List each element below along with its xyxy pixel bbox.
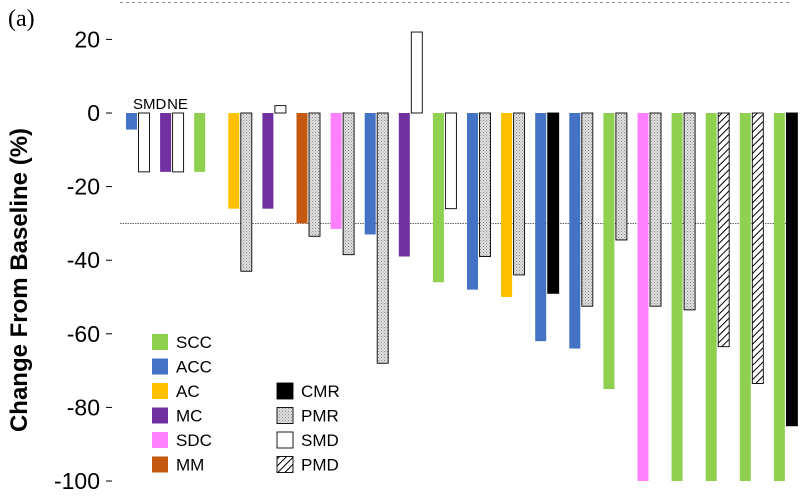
legend-label: SMD: [301, 431, 339, 450]
y-tick-label: -80: [67, 394, 100, 420]
bar-smd: [410, 31, 423, 114]
bar-scc: [773, 113, 785, 481]
bar-smd: [444, 112, 457, 210]
bar-smd: [138, 112, 150, 173]
legend-label: MM: [176, 456, 204, 475]
legend-label: PMR: [301, 407, 339, 426]
bar-sdc: [637, 113, 649, 481]
legend-swatch-mc: [152, 407, 168, 424]
legend-label: SCC: [176, 333, 212, 352]
bar-mc: [262, 113, 274, 209]
y-tick-label: -100: [54, 468, 100, 494]
bar-acc: [126, 113, 137, 130]
bar-annotation: NE: [167, 96, 188, 113]
bar-sdc: [330, 113, 342, 229]
y-axis: 20 0 -20 -40 -60 -80 -100: [54, 26, 112, 494]
bar-smd: [274, 105, 287, 114]
bar-pmr: [308, 112, 321, 237]
y-axis-label: Change From Baseline (%): [6, 128, 33, 432]
legend-swatch-cmr: [276, 382, 294, 400]
bar-pmd: [717, 112, 730, 348]
bar-scc: [603, 113, 615, 389]
bar-pmr: [683, 112, 696, 311]
bar-scc: [671, 113, 683, 481]
legend-label: PMD: [301, 456, 339, 475]
panel-label: (a): [8, 6, 35, 32]
bar-pmr: [513, 112, 526, 276]
legend-swatch-scc: [152, 334, 168, 350]
bar-acc: [467, 113, 478, 290]
bar-annotation: SMD: [133, 96, 167, 113]
legend-swatch-mm: [152, 456, 168, 473]
bar-cmr: [785, 112, 798, 427]
y-tick-label: -40: [67, 247, 100, 273]
bar-pmr: [581, 112, 594, 307]
y-tick-label: -20: [67, 174, 100, 200]
bar-annotations: SMD NE: [133, 96, 188, 113]
bar-pmr: [615, 112, 628, 241]
legend-label: CMR: [301, 382, 340, 401]
bar-cmr: [547, 112, 560, 294]
legend-swatch-ac: [152, 383, 168, 399]
legend: SCC ACC AC MC SDC MM CMR PMR SMD PMD: [152, 333, 340, 475]
bar-pmr: [376, 112, 389, 364]
legend-swatch-pmd: [276, 456, 294, 473]
legend-swatch-acc: [152, 358, 168, 375]
bar-series: [126, 31, 798, 481]
y-tick-label: 0: [87, 100, 100, 126]
legend-swatch-smd: [276, 431, 294, 449]
bar-acc: [364, 113, 376, 235]
bar-scc: [705, 113, 717, 481]
bar-scc: [739, 113, 751, 481]
legend-label: MC: [176, 407, 202, 426]
bar-ac: [228, 113, 240, 209]
legend-label: SDC: [176, 431, 212, 450]
y-tick-label: 20: [74, 26, 100, 52]
bar-scc: [432, 113, 444, 283]
bar-mc: [398, 113, 410, 257]
legend-swatch-sdc: [152, 432, 168, 448]
legend-swatch-pmr: [276, 407, 294, 424]
y-tick-label: -60: [67, 321, 100, 347]
bar-pmd: [751, 112, 764, 384]
bar-pmr: [240, 112, 253, 272]
bar-pmr: [479, 112, 491, 257]
bar-ac: [501, 113, 513, 297]
bar-mc: [160, 113, 172, 172]
bar-mm: [296, 113, 308, 224]
legend-label: AC: [176, 382, 200, 401]
bar-acc: [569, 113, 581, 349]
bar-scc: [194, 113, 206, 172]
bar-pmr: [342, 112, 355, 256]
bar-acc: [535, 113, 547, 342]
legend-label: ACC: [176, 358, 212, 377]
bar-smd: [172, 112, 185, 173]
bar-pmr: [649, 112, 662, 307]
